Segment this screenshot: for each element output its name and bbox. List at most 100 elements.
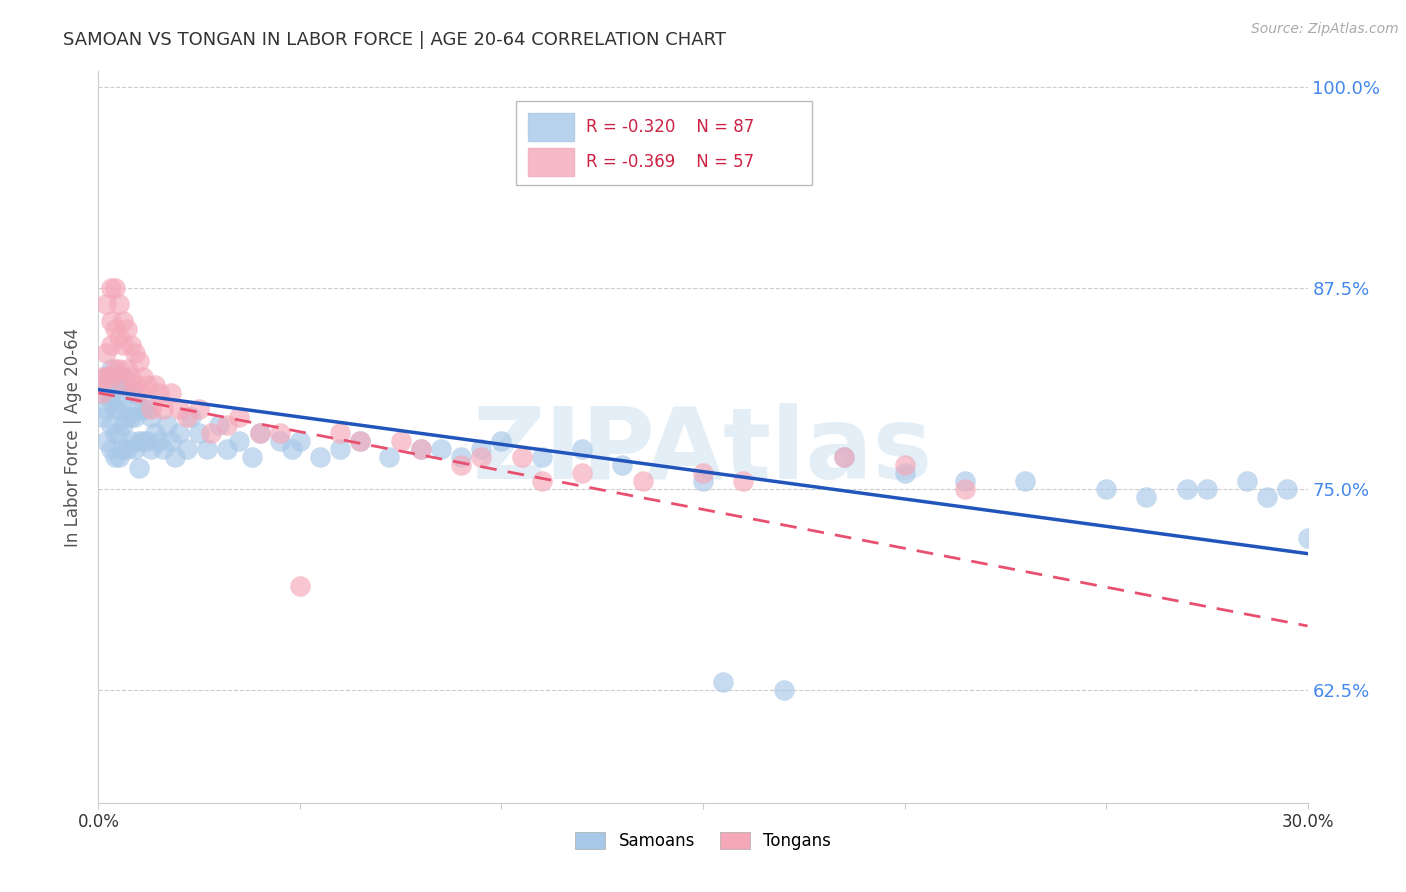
Point [115, 377, 138, 392]
Point [167, 401, 190, 416]
Point [103, 401, 125, 416]
Point [124, 442, 146, 457]
Point [103, 321, 125, 335]
Point [1256, 491, 1278, 505]
Point [281, 442, 304, 457]
Point [111, 377, 134, 392]
Point [377, 450, 399, 465]
Point [135, 401, 157, 416]
Point [152, 401, 174, 416]
Point [124, 377, 146, 392]
Point [100, 337, 122, 351]
Point [103, 361, 125, 376]
Point [100, 313, 122, 327]
Point [571, 442, 593, 457]
Point [111, 393, 134, 408]
FancyBboxPatch shape [516, 101, 811, 185]
Point [409, 442, 432, 457]
Point [156, 417, 179, 432]
Point [100, 393, 122, 408]
Point [329, 425, 352, 440]
Point [249, 425, 271, 440]
Point [349, 434, 371, 449]
Point [103, 425, 125, 440]
Text: ZIPAtlas: ZIPAtlas [472, 403, 934, 500]
Point [349, 434, 371, 449]
Point [450, 450, 472, 465]
Point [510, 450, 533, 465]
Point [124, 345, 146, 359]
Point [132, 434, 155, 449]
Point [115, 361, 138, 376]
Point [120, 434, 142, 449]
Legend: Samoans, Tongans: Samoans, Tongans [568, 825, 838, 856]
Point [128, 434, 150, 449]
Point [124, 385, 146, 400]
Point [120, 385, 142, 400]
Point [128, 353, 150, 368]
Point [188, 425, 211, 440]
Point [470, 450, 492, 465]
Point [530, 475, 553, 489]
Point [107, 425, 129, 440]
Point [128, 401, 150, 416]
Text: R = -0.320    N = 87: R = -0.320 N = 87 [586, 118, 754, 136]
Point [1296, 531, 1319, 545]
Point [135, 434, 157, 449]
Point [228, 434, 250, 449]
Point [470, 442, 492, 457]
Point [100, 385, 122, 400]
Point [953, 483, 976, 497]
Point [91, 385, 114, 400]
Point [100, 281, 122, 295]
Point [100, 369, 122, 384]
Point [772, 683, 794, 698]
Point [111, 313, 134, 327]
Point [103, 450, 125, 465]
Point [96, 369, 118, 384]
Point [103, 281, 125, 295]
Point [217, 442, 239, 457]
Point [692, 467, 714, 481]
Point [389, 434, 412, 449]
Point [120, 337, 142, 351]
Point [450, 458, 472, 473]
Point [135, 377, 157, 392]
Point [107, 329, 129, 343]
Point [176, 442, 198, 457]
Point [111, 442, 134, 457]
Point [491, 434, 513, 449]
Point [288, 579, 311, 593]
Point [571, 467, 593, 481]
Point [115, 321, 138, 335]
Point [120, 409, 142, 424]
Point [195, 442, 218, 457]
Point [96, 369, 118, 384]
Point [409, 442, 432, 457]
FancyBboxPatch shape [527, 148, 574, 176]
Text: SAMOAN VS TONGAN IN LABOR FORCE | AGE 20-64 CORRELATION CHART: SAMOAN VS TONGAN IN LABOR FORCE | AGE 20… [63, 31, 727, 49]
Point [139, 409, 162, 424]
Point [160, 434, 183, 449]
Point [217, 417, 239, 432]
Point [143, 377, 166, 392]
FancyBboxPatch shape [527, 113, 574, 141]
Point [128, 385, 150, 400]
Point [530, 450, 553, 465]
Point [100, 361, 122, 376]
Point [309, 450, 332, 465]
Point [115, 442, 138, 457]
Point [96, 401, 118, 416]
Point [228, 409, 250, 424]
Point [200, 425, 222, 440]
Point [91, 409, 114, 424]
Point [1175, 483, 1198, 497]
Point [96, 345, 118, 359]
Point [1095, 483, 1118, 497]
Text: R = -0.369    N = 57: R = -0.369 N = 57 [586, 153, 754, 171]
Point [152, 442, 174, 457]
Point [132, 369, 155, 384]
Point [96, 434, 118, 449]
Point [167, 425, 190, 440]
Point [953, 475, 976, 489]
